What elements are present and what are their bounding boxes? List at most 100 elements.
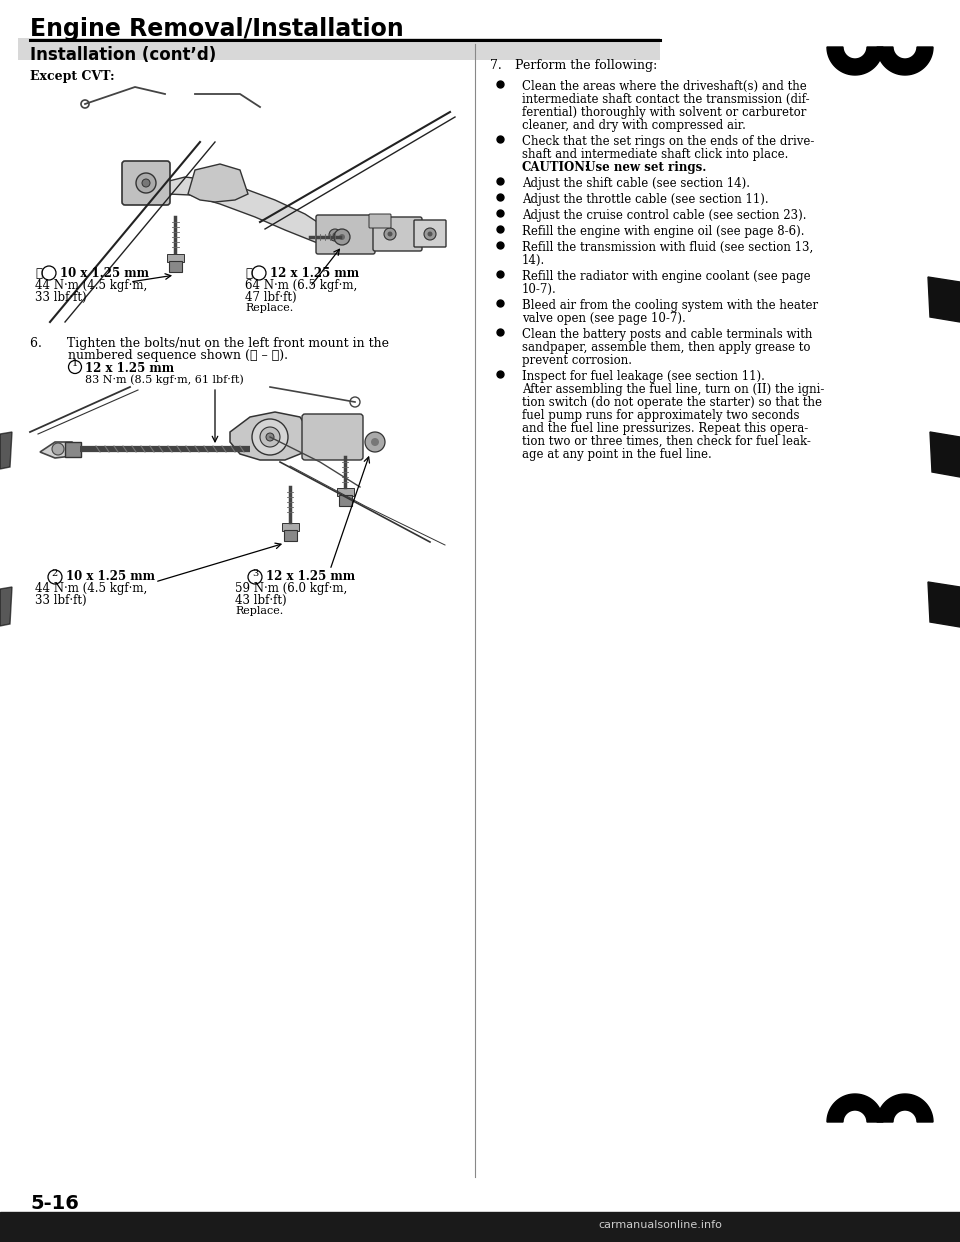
Circle shape	[388, 231, 393, 236]
Circle shape	[371, 438, 379, 446]
Circle shape	[248, 570, 262, 584]
Text: fuel pump runs for approximately two seconds: fuel pump runs for approximately two sec…	[522, 409, 800, 422]
Text: Refill the transmission with fluid (see section 13,: Refill the transmission with fluid (see …	[522, 241, 813, 255]
Polygon shape	[40, 442, 80, 458]
Text: tion switch (do not operate the starter) so that the: tion switch (do not operate the starter)…	[522, 396, 822, 409]
Text: 12 x 1.25 mm: 12 x 1.25 mm	[85, 361, 174, 375]
Text: 6.  Tighten the bolts/nut on the left front mount in the: 6. Tighten the bolts/nut on the left fro…	[30, 337, 389, 350]
FancyBboxPatch shape	[281, 523, 299, 530]
Text: age at any point in the fuel line.: age at any point in the fuel line.	[522, 448, 711, 461]
Polygon shape	[930, 432, 960, 477]
Text: Engine Removal/Installation: Engine Removal/Installation	[30, 17, 404, 41]
Text: 12 x 1.25 mm: 12 x 1.25 mm	[270, 267, 359, 279]
Text: 44 N·m (4.5 kgf·m,: 44 N·m (4.5 kgf·m,	[35, 279, 147, 292]
Text: tion two or three times, then check for fuel leak-: tion two or three times, then check for …	[522, 435, 811, 448]
Text: Use new set rings.: Use new set rings.	[577, 161, 707, 174]
FancyBboxPatch shape	[18, 39, 660, 60]
Text: Adjust the throttle cable (see section 11).: Adjust the throttle cable (see section 1…	[522, 193, 769, 206]
Text: 64 N·m (6.5 kgf·m,: 64 N·m (6.5 kgf·m,	[245, 279, 357, 292]
Text: 33 lbf·ft): 33 lbf·ft)	[35, 291, 86, 304]
Text: CAUTION:: CAUTION:	[522, 161, 590, 174]
FancyBboxPatch shape	[283, 529, 297, 540]
Circle shape	[52, 443, 64, 455]
Circle shape	[332, 232, 338, 237]
Text: cleaner, and dry with compressed air.: cleaner, and dry with compressed air.	[522, 119, 746, 132]
Circle shape	[424, 229, 436, 240]
Text: Perform the following:: Perform the following:	[515, 60, 658, 72]
Polygon shape	[0, 1212, 960, 1242]
Text: Replace.: Replace.	[235, 606, 283, 616]
Text: Clean the battery posts and cable terminals with: Clean the battery posts and cable termin…	[522, 328, 812, 342]
Text: 43 lbf·ft): 43 lbf·ft)	[235, 594, 287, 607]
Circle shape	[48, 570, 62, 584]
Circle shape	[365, 432, 385, 452]
FancyBboxPatch shape	[337, 488, 353, 496]
Circle shape	[68, 360, 82, 374]
Text: Bleed air from the cooling system with the heater: Bleed air from the cooling system with t…	[522, 299, 818, 312]
FancyBboxPatch shape	[414, 220, 446, 247]
Circle shape	[427, 231, 433, 236]
Text: 2: 2	[52, 569, 59, 578]
Polygon shape	[928, 582, 960, 627]
Text: ①: ①	[245, 267, 252, 279]
Text: prevent corrosion.: prevent corrosion.	[522, 354, 632, 366]
Circle shape	[339, 233, 345, 240]
Polygon shape	[0, 432, 12, 469]
FancyBboxPatch shape	[302, 414, 363, 460]
Polygon shape	[827, 1094, 883, 1122]
Text: Inspect for fuel leakage (see section 11).: Inspect for fuel leakage (see section 11…	[522, 370, 765, 383]
Circle shape	[252, 266, 266, 279]
FancyBboxPatch shape	[169, 261, 181, 272]
FancyBboxPatch shape	[373, 217, 422, 251]
Text: 7.: 7.	[490, 60, 502, 72]
Text: Adjust the shift cable (see section 14).: Adjust the shift cable (see section 14).	[522, 178, 750, 190]
Text: valve open (see page 10-7).: valve open (see page 10-7).	[522, 312, 685, 325]
Circle shape	[42, 266, 56, 279]
Text: sandpaper, assemble them, then apply grease to: sandpaper, assemble them, then apply gre…	[522, 342, 810, 354]
Text: intermediate shaft contact the transmission (dif-: intermediate shaft contact the transmiss…	[522, 93, 809, 106]
Polygon shape	[877, 1094, 933, 1122]
Text: 44 N·m (4.5 kgf·m,: 44 N·m (4.5 kgf·m,	[35, 582, 147, 595]
Text: 47 lbf·ft): 47 lbf·ft)	[245, 291, 297, 304]
Text: Except CVT:: Except CVT:	[30, 70, 114, 83]
Polygon shape	[877, 47, 933, 75]
FancyBboxPatch shape	[339, 494, 351, 505]
Circle shape	[266, 433, 274, 441]
Text: Adjust the cruise control cable (see section 23).: Adjust the cruise control cable (see sec…	[522, 209, 806, 222]
Polygon shape	[230, 412, 310, 460]
Text: 10 x 1.25 mm: 10 x 1.25 mm	[60, 267, 149, 279]
Text: 10-7).: 10-7).	[522, 283, 557, 296]
Text: ②: ②	[35, 267, 42, 279]
Text: numbered sequence shown (① – ③).: numbered sequence shown (① – ③).	[68, 349, 288, 361]
Text: 3: 3	[252, 569, 258, 578]
Polygon shape	[155, 178, 335, 247]
Circle shape	[252, 419, 288, 455]
Circle shape	[334, 229, 350, 245]
Text: 59 N·m (6.0 kgf·m,: 59 N·m (6.0 kgf·m,	[235, 582, 348, 595]
Text: 5-16: 5-16	[30, 1194, 79, 1213]
FancyBboxPatch shape	[166, 253, 183, 262]
Text: 83 N·m (8.5 kgf·m, 61 lbf·ft): 83 N·m (8.5 kgf·m, 61 lbf·ft)	[85, 374, 244, 385]
Polygon shape	[188, 164, 248, 202]
Circle shape	[142, 179, 150, 188]
Text: carmanualsonline.info: carmanualsonline.info	[598, 1220, 722, 1230]
Text: After assembling the fuel line, turn on (II) the igni-: After assembling the fuel line, turn on …	[522, 383, 825, 396]
FancyBboxPatch shape	[122, 161, 170, 205]
Circle shape	[81, 101, 89, 108]
FancyBboxPatch shape	[64, 441, 81, 457]
Text: shaft and intermediate shaft click into place.: shaft and intermediate shaft click into …	[522, 148, 788, 161]
Text: 1: 1	[72, 359, 78, 368]
Text: 14).: 14).	[522, 255, 545, 267]
Text: 33 lbf·ft): 33 lbf·ft)	[35, 594, 86, 607]
FancyBboxPatch shape	[369, 214, 391, 229]
Text: Check that the set rings on the ends of the drive-: Check that the set rings on the ends of …	[522, 135, 814, 148]
Polygon shape	[928, 277, 960, 322]
FancyBboxPatch shape	[316, 215, 375, 255]
Text: and the fuel line pressurizes. Repeat this opera-: and the fuel line pressurizes. Repeat th…	[522, 422, 808, 435]
Text: Refill the engine with engine oil (see page 8-6).: Refill the engine with engine oil (see p…	[522, 225, 804, 238]
Text: 10 x 1.25 mm: 10 x 1.25 mm	[66, 570, 155, 582]
Polygon shape	[0, 587, 12, 626]
Text: Replace.: Replace.	[245, 303, 293, 313]
Text: Refill the radiator with engine coolant (see page: Refill the radiator with engine coolant …	[522, 270, 810, 283]
Text: Installation (cont’d): Installation (cont’d)	[30, 46, 216, 65]
